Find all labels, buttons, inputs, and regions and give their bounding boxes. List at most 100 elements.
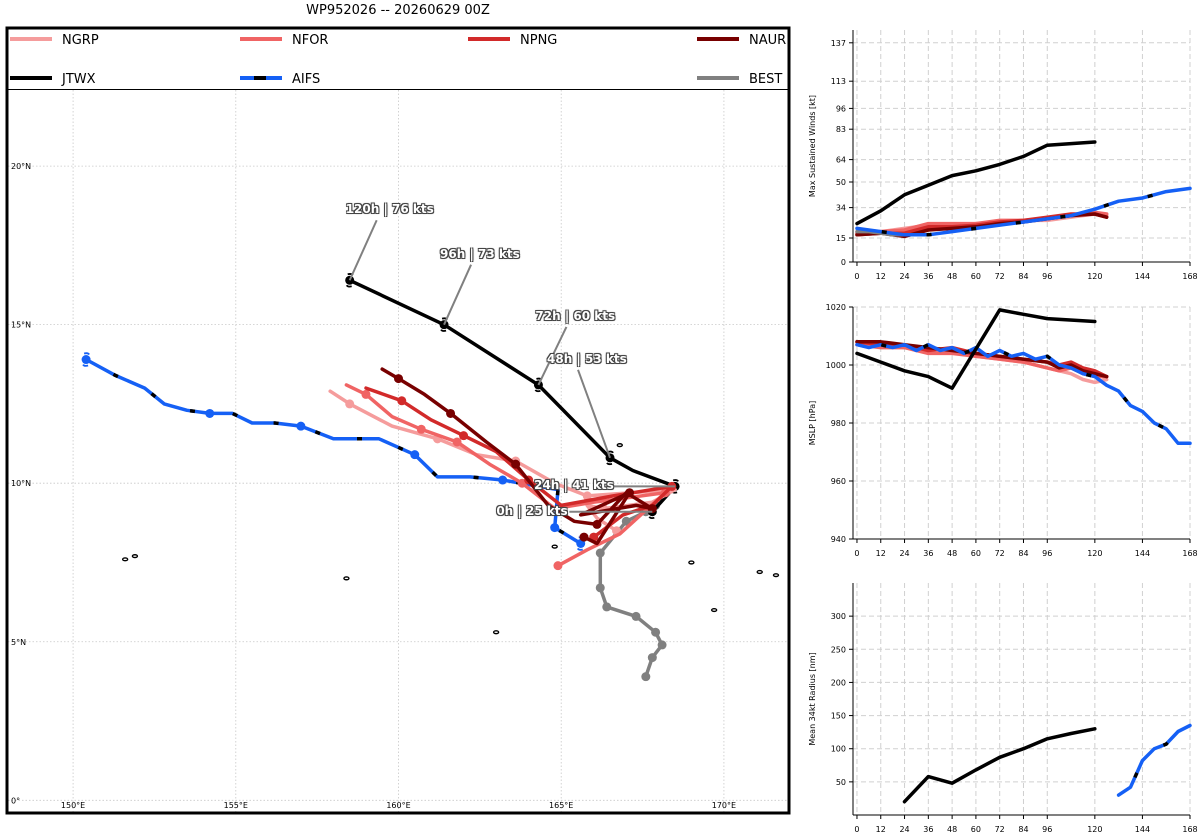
island-outline [616, 443, 623, 448]
map-tick-label-x: 150°E [61, 801, 85, 810]
annotation-label: 48h | 53 kts [547, 351, 627, 366]
panel-series-dash [1117, 723, 1191, 797]
legend-label: NGRP [62, 33, 99, 48]
track-point [394, 374, 403, 384]
map-tick-label-y: 5°N [11, 638, 26, 647]
legend-entry-aifs: AIFS [240, 72, 320, 87]
track-point [657, 640, 667, 650]
track-point [595, 583, 605, 593]
annotation-leader [443, 264, 472, 326]
panel-tick-label-x: 24 [899, 549, 909, 558]
panel-tick-label-x: 12 [876, 825, 886, 834]
panel-tick-label-x: 24 [899, 272, 909, 281]
panel-series-line [855, 140, 1097, 226]
track-point [621, 516, 631, 526]
panel-tick-label-y: 100 [831, 745, 846, 754]
legend-label: NFOR [292, 33, 328, 48]
panel-tick-label-x: 144 [1135, 825, 1150, 834]
panel-tick-label-y: 96 [836, 104, 846, 113]
island-outline [131, 554, 139, 559]
map-tick-label-x: 155°E [224, 801, 248, 810]
panel-tick-label-y: 940 [831, 535, 846, 544]
track-point [416, 424, 426, 434]
panel-tick-label-y: 200 [831, 678, 846, 687]
legend-label: BEST [749, 72, 782, 87]
panel-tick-label-x: 36 [923, 825, 933, 834]
track-point [361, 389, 371, 399]
panel-tick-label-x: 72 [995, 272, 1005, 281]
track-point [553, 561, 563, 571]
panel-tick-label-x: 12 [876, 549, 886, 558]
track-point [631, 611, 641, 621]
track-point [459, 431, 469, 441]
panel-tick-label-x: 96 [1042, 549, 1052, 558]
annotation-label: 96h | 73 kts [440, 246, 520, 261]
legend-entry-naur: NAUR [697, 33, 786, 48]
track-point [410, 450, 420, 460]
panel-series-line [1116, 723, 1192, 797]
track-point [498, 475, 508, 485]
panel-tick-label-x: 84 [1018, 825, 1028, 834]
track-point [582, 491, 592, 501]
panel-tick-label-x: 60 [971, 825, 981, 834]
map-tick-label-y: 15°N [11, 321, 31, 330]
panel-tick-label-x: 168 [1182, 549, 1197, 558]
panel-series-line [855, 186, 1192, 237]
track-point [511, 459, 521, 469]
map-tick-label-y: 10°N [11, 479, 31, 488]
panel-series-jtwx [855, 140, 1097, 226]
map-tick-label-x: 160°E [386, 801, 410, 810]
radius-panel: 0 12 24 36 48 60 72 84 96 120 144 168 50 100 150 200 250… [808, 583, 1198, 834]
panel-ylabel: MSLP [hPa] [808, 401, 817, 445]
panel-tick-label-x: 96 [1042, 825, 1052, 834]
track-map-panel: 150°E 155°E 160°E 165°E 170°E 0° 5°N 10°N 15°N 20… [8, 90, 789, 813]
panel-tick-label-x: 144 [1135, 272, 1150, 281]
annotation-label: 120h | 76 kts [345, 202, 434, 217]
panel-tick-label-x: 48 [947, 549, 957, 558]
panel-tick-label-y: 34 [836, 204, 846, 213]
page-title: WP952026 -- 20260629 00Z [306, 3, 490, 18]
track-line [380, 367, 655, 546]
track-point [296, 421, 306, 431]
panel-ylabel: Max Sustained Winds [kt] [808, 95, 817, 197]
panel-tick-label-x: 48 [947, 272, 957, 281]
panel-tick-label-y: 50 [836, 778, 846, 787]
panel-tick-label-x: 0 [854, 272, 859, 281]
track-point [550, 523, 560, 533]
panel-tick-label-y: 1000 [826, 361, 846, 370]
map-tick-label-x: 165°E [549, 801, 573, 810]
panel-series-aifs [855, 186, 1192, 237]
panel-tick-label-x: 48 [947, 825, 957, 834]
panel-tick-label-x: 60 [971, 272, 981, 281]
panel-tick-label-y: 0 [841, 258, 846, 267]
panel-tick-label-x: 0 [854, 825, 859, 834]
panel-series-line [855, 308, 1097, 390]
annotation-leader [577, 369, 611, 459]
track-point [579, 532, 589, 542]
cyclone-symbol [82, 352, 90, 367]
map-frame [5, 26, 791, 815]
legend-label: JTWX [61, 72, 96, 87]
panel-tick-label-y: 50 [836, 178, 846, 187]
panel-series-jtwx [902, 727, 1097, 804]
map-tick-label-x: 170°E [712, 801, 736, 810]
track-point [205, 408, 215, 418]
mslp-panel: 0 12 24 36 48 60 72 84 96 120 144 168 940 960 980 1000 1… [808, 303, 1198, 558]
legend-entry-best: BEST [697, 72, 782, 87]
panel-series-line [902, 727, 1097, 804]
island-outline [121, 557, 129, 562]
island-outline [688, 560, 695, 565]
track-point [592, 519, 602, 529]
track-point [595, 548, 605, 558]
annotation-label: 72h | 60 kts [535, 308, 616, 323]
panel-tick-label-x: 0 [854, 549, 859, 558]
map-tick-label-y: 20°N [11, 162, 31, 171]
panel-tick-label-y: 300 [831, 612, 846, 621]
panel-tick-label-x: 120 [1087, 549, 1102, 558]
track-point [647, 653, 657, 663]
panel-tick-label-x: 168 [1182, 825, 1197, 834]
panel-series-aifs [1116, 723, 1192, 797]
island-outline [343, 576, 350, 581]
legend-entry-jtwx: JTWX [10, 72, 96, 87]
